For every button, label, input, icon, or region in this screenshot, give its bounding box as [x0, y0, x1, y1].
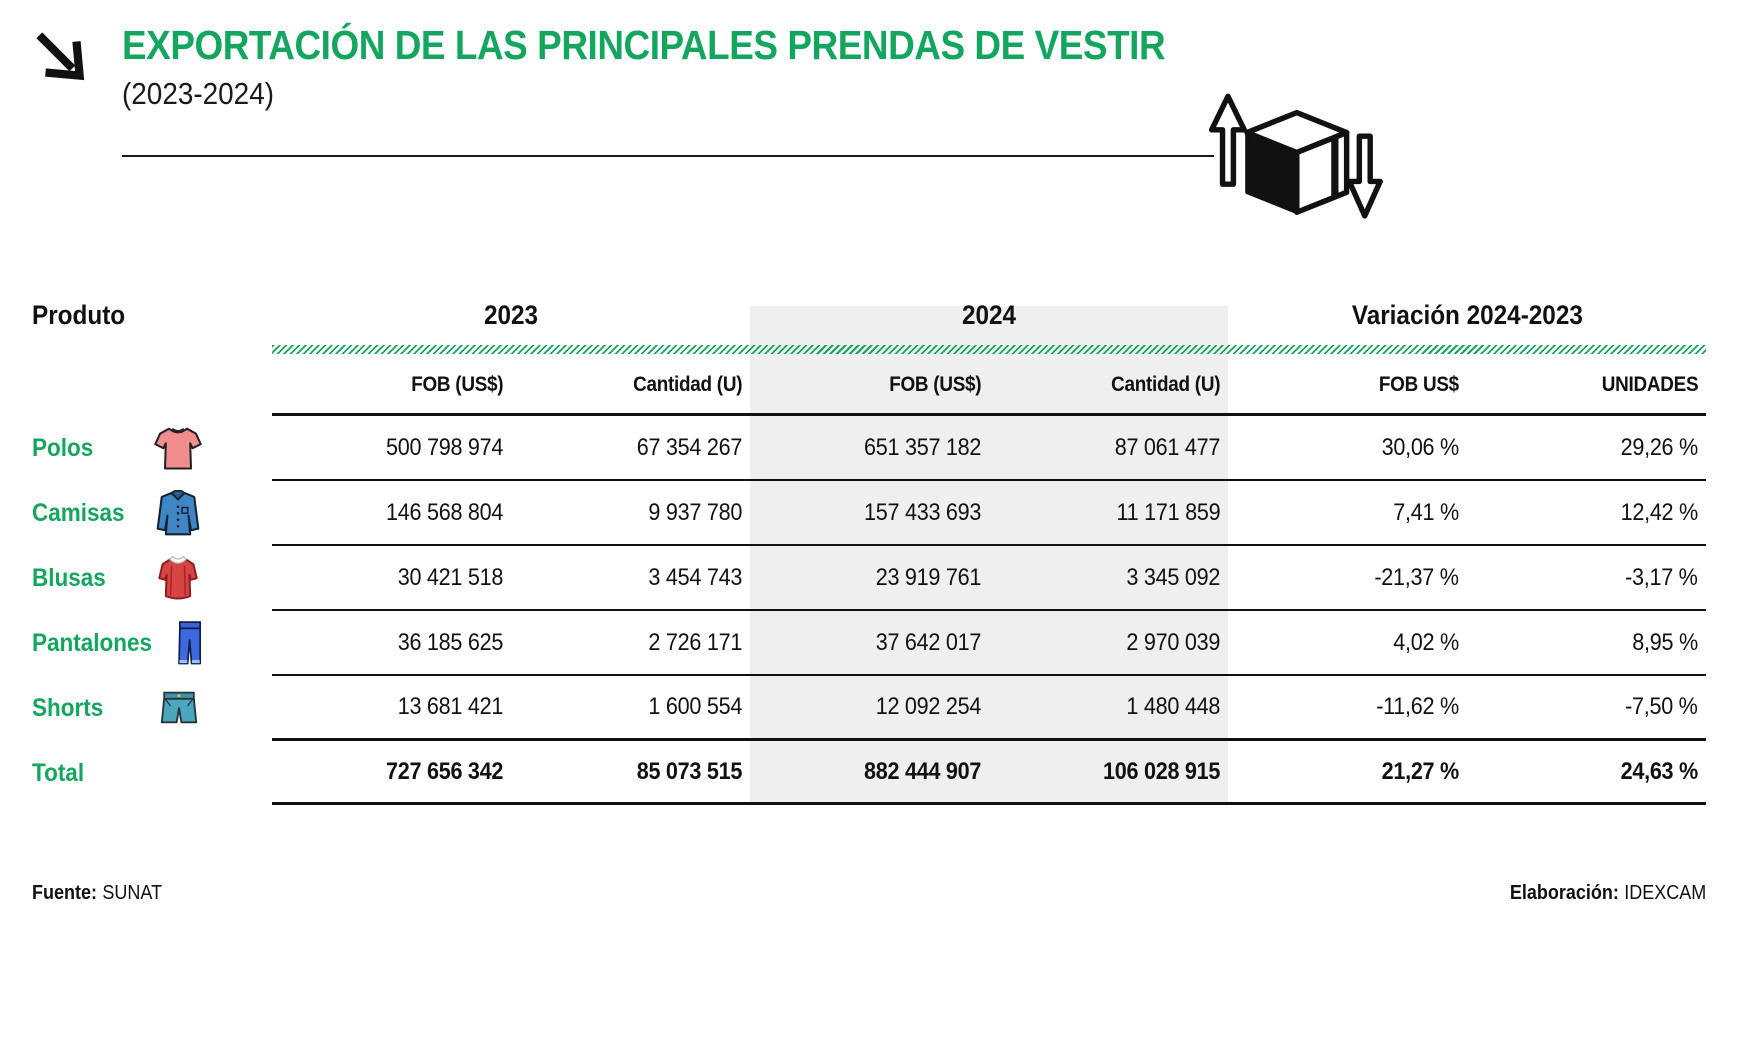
cell-cantidad-2024: 1 480 448 — [989, 676, 1228, 741]
subheader-variacion-unidades: UNIDADES — [1467, 356, 1706, 416]
total-label: Total — [32, 758, 85, 787]
cell-fob-2023: 146 568 804 — [272, 481, 511, 546]
cell-variacion-unidades: 12,42 % — [1467, 481, 1706, 546]
tshirt-icon — [154, 427, 202, 470]
subheader-fob-2023: FOB (US$) — [272, 356, 511, 416]
cell-variacion-unidades: -7,50 % — [1467, 676, 1706, 741]
product-label: Polos — [32, 434, 94, 462]
source-value: SUNAT — [102, 882, 163, 904]
source-label: Fuente: — [32, 882, 97, 904]
denim-shirt-icon — [156, 489, 200, 535]
cell-cantidad-2023: 2 726 171 — [511, 611, 750, 676]
product-label: Blusas — [32, 564, 106, 592]
cell-fob-2023: 36 185 625 — [272, 611, 511, 676]
total-variacion-unidades: 24,63 % — [1467, 741, 1706, 805]
export-table: Produto 2023 2024 Variación 2024-2023 FO… — [32, 288, 1706, 805]
cell-variacion-unidades: 8,95 % — [1467, 611, 1706, 676]
cell-fob-2023: 500 798 974 — [272, 416, 511, 481]
cell-fob-2024: 37 642 017 — [750, 611, 989, 676]
total-fob-2024: 882 444 907 — [750, 741, 989, 805]
product-cell: Shorts — [32, 676, 272, 741]
cell-variacion-unidades: 29,26 % — [1467, 416, 1706, 481]
subheader-cantidad-2023: Cantidad (U) — [511, 356, 750, 416]
cell-cantidad-2023: 9 937 780 — [511, 481, 750, 546]
cell-fob-2023: 30 421 518 — [272, 546, 511, 611]
cell-variacion-fob: 30,06 % — [1228, 416, 1467, 481]
cell-cantidad-2023: 3 454 743 — [511, 546, 750, 611]
product-cell: Polos — [32, 416, 272, 481]
total-cantidad-2023: 85 073 515 — [511, 741, 750, 805]
blouse-icon — [158, 555, 198, 600]
source-note: Fuente: SUNAT — [32, 882, 177, 905]
product-cell: Camisas — [32, 481, 272, 546]
product-cell: Blusas — [32, 546, 272, 611]
column-header-produto: Produto — [32, 299, 126, 330]
package-export-icon — [1208, 93, 1383, 219]
cell-variacion-fob: 7,41 % — [1228, 481, 1467, 546]
total-cantidad-2024: 106 028 915 — [989, 741, 1228, 805]
cell-cantidad-2024: 11 171 859 — [989, 481, 1228, 546]
total-variacion-fob: 21,27 % — [1228, 741, 1467, 805]
cell-cantidad-2023: 1 600 554 — [511, 676, 750, 741]
product-label: Shorts — [32, 694, 104, 722]
cell-cantidad-2023: 67 354 267 — [511, 416, 750, 481]
total-fob-2023: 727 656 342 — [272, 741, 511, 805]
elaboration-note: Elaboración: IDEXCAM — [1488, 882, 1706, 905]
shorts-icon — [160, 691, 198, 723]
cell-cantidad-2024: 2 970 039 — [989, 611, 1228, 676]
cell-fob-2023: 13 681 421 — [272, 676, 511, 741]
jeans-icon — [178, 620, 202, 664]
subheader-variacion-fob: FOB US$ — [1228, 356, 1467, 416]
cell-cantidad-2024: 87 061 477 — [989, 416, 1228, 481]
product-label: Pantalones — [32, 629, 153, 657]
elaboration-value: IDEXCAM — [1623, 882, 1706, 904]
page-subtitle: (2023-2024) — [122, 76, 275, 111]
cell-variacion-fob: 4,02 % — [1228, 611, 1467, 676]
subheader-cantidad-2024: Cantidad (U) — [989, 356, 1228, 416]
group-header-2023: 2023 — [483, 299, 539, 330]
cell-variacion-unidades: -3,17 % — [1467, 546, 1706, 611]
subheader-fob-2024: FOB (US$) — [750, 356, 989, 416]
elaboration-label: Elaboración: — [1509, 882, 1619, 904]
total-label-cell: Total — [32, 741, 272, 805]
product-label: Camisas — [32, 499, 125, 527]
page-title: EXPORTACIÓN DE LAS PRINCIPALES PRENDAS D… — [122, 22, 1166, 68]
cell-fob-2024: 12 092 254 — [750, 676, 989, 741]
cell-fob-2024: 651 357 182 — [750, 416, 989, 481]
cell-variacion-fob: -11,62 % — [1228, 676, 1467, 741]
cell-variacion-fob: -21,37 % — [1228, 546, 1467, 611]
cell-fob-2024: 157 433 693 — [750, 481, 989, 546]
diagonal-arrow-icon — [36, 32, 85, 81]
product-cell: Pantalones — [32, 611, 272, 676]
group-header-variacion: Variación 2024-2023 — [1351, 299, 1583, 330]
cell-cantidad-2024: 3 345 092 — [989, 546, 1228, 611]
group-header-2024: 2024 — [961, 299, 1017, 330]
green-hatch-divider — [272, 344, 1706, 354]
header-divider — [122, 155, 1214, 157]
year-2024-highlight-band — [750, 306, 1228, 803]
cell-fob-2024: 23 919 761 — [750, 546, 989, 611]
